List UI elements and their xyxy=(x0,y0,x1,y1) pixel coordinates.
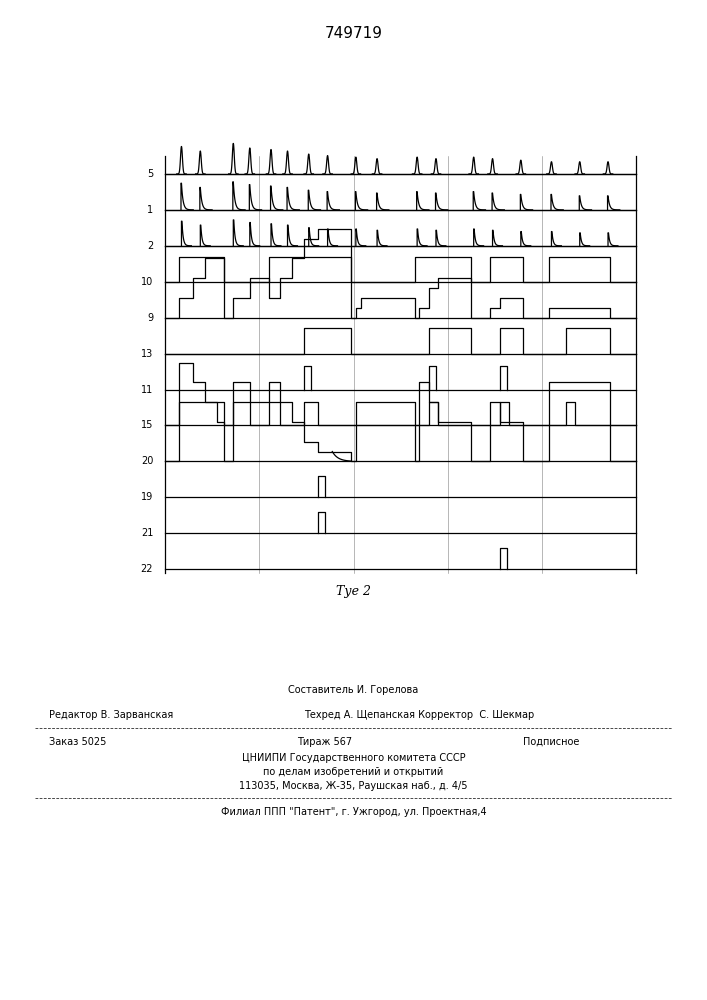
Text: 11: 11 xyxy=(141,385,153,395)
Text: 19: 19 xyxy=(141,492,153,502)
Text: Техред А. Щепанская Корректор  С. Шекмар: Техред А. Щепанская Корректор С. Шекмар xyxy=(304,710,534,720)
Text: 10: 10 xyxy=(141,277,153,287)
Text: 1: 1 xyxy=(147,205,153,215)
Text: Тираж 567: Тираж 567 xyxy=(297,737,352,747)
Text: 22: 22 xyxy=(141,564,153,574)
Text: ЦНИИПИ Государственного комитета СССР: ЦНИИПИ Государственного комитета СССР xyxy=(242,753,465,763)
Text: Редактор В. Зарванская: Редактор В. Зарванская xyxy=(49,710,174,720)
Text: Составитель И. Горелова: Составитель И. Горелова xyxy=(288,685,419,695)
Text: 9: 9 xyxy=(147,313,153,323)
Text: по делам изобретений и открытий: по делам изобретений и открытий xyxy=(264,767,443,777)
Text: 21: 21 xyxy=(141,528,153,538)
Text: 2: 2 xyxy=(147,241,153,251)
Text: Заказ 5025: Заказ 5025 xyxy=(49,737,107,747)
Text: 5: 5 xyxy=(147,169,153,179)
Text: Филиал ППП "Патент", г. Ужгород, ул. Проектная,4: Филиал ППП "Патент", г. Ужгород, ул. Про… xyxy=(221,807,486,817)
Text: 749719: 749719 xyxy=(325,26,382,41)
Text: 15: 15 xyxy=(141,420,153,430)
Text: 13: 13 xyxy=(141,349,153,359)
Text: Подписное: Подписное xyxy=(523,737,580,747)
Text: 20: 20 xyxy=(141,456,153,466)
Text: Τуе 2: Τуе 2 xyxy=(336,585,371,598)
Text: 113035, Москва, Ж-35, Раушская наб., д. 4/5: 113035, Москва, Ж-35, Раушская наб., д. … xyxy=(239,781,468,791)
